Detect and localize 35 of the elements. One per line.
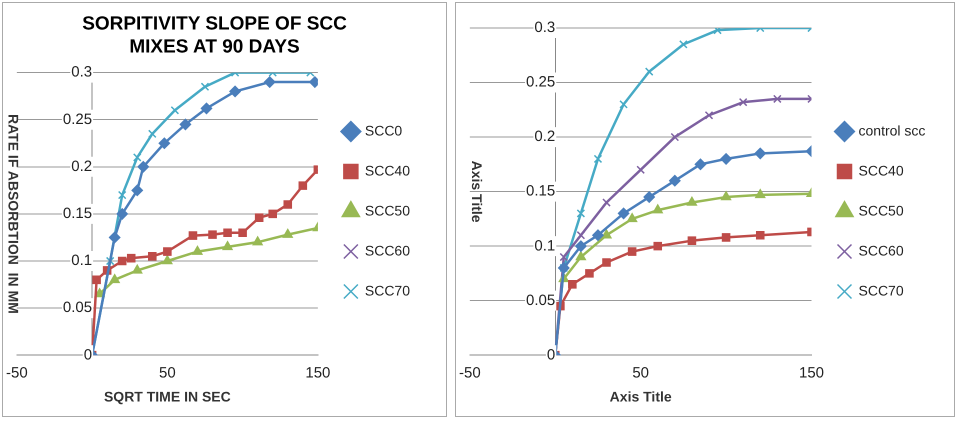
legend-label: SCC70 [364,282,410,298]
x-tick-label: 50 [159,364,176,382]
y-tick-label: 0.15 [62,205,92,222]
x-tick-label: 150 [305,364,330,382]
y-tick-label: 0.2 [534,128,556,146]
y-tick-label: 0.2 [71,158,92,175]
y-tick-label: 0.1 [534,237,556,254]
y-tick-label: 0.15 [526,182,556,200]
legend-label: SCC0 [364,122,402,138]
y-tick-label: 0 [84,346,92,364]
x-tick-label: 150 [798,364,824,382]
x-tick-label: -50 [6,364,28,382]
legend-label: SCC40 [858,162,904,178]
legend-label: SCC70 [858,282,904,298]
legend-label: SCC60 [858,242,904,258]
x-axis-title: SQRT TIME IN SEC [104,388,231,404]
y-tick-label: 0.3 [71,64,92,81]
y-axis-title: Axis Title [468,160,485,223]
y-tick-label: 0.05 [526,292,556,309]
legend-label: SCC60 [364,242,410,258]
y-axis-title: RATE IF ABSORBTION IN MM [6,114,22,314]
chart-title: SORPITIVITY SLOPE OF SCC MIXES AT 90 DAYS [82,14,348,58]
y-tick-label: 0.1 [71,252,92,270]
legend-label: SCC50 [364,202,410,218]
y-tick-label: 0.3 [534,19,556,36]
legend-label: control scc [858,122,926,138]
y-tick-label: 0.25 [526,74,556,91]
legend-label: SCC40 [364,162,410,178]
y-tick-label: 0 [546,346,556,364]
x-tick-label: 50 [632,364,650,382]
x-axis-title: Axis Title [610,388,672,404]
y-tick-label: 0.25 [62,110,92,128]
legend-label: SCC50 [858,202,904,218]
x-tick-label: -50 [458,364,481,382]
y-tick-label: 0.05 [62,299,92,316]
